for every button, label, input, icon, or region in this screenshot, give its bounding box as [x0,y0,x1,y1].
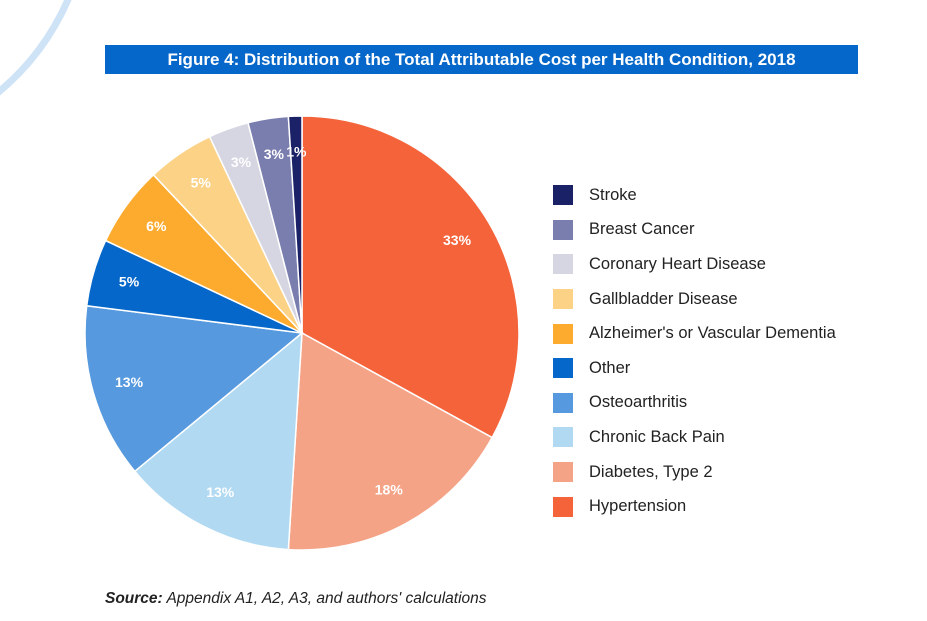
slice-label-7: 3% [231,154,252,170]
legend-item: Gallbladder Disease [553,282,836,317]
legend-swatch [553,323,573,344]
legend-label: Other [589,358,631,377]
source-prefix: Source: [105,590,163,607]
pie-slice-3 [84,304,304,473]
legend-swatch [553,462,573,483]
legend-label: Breast Cancer [589,220,695,239]
legend-swatch [553,219,573,240]
pie-slice-0 [301,115,520,439]
legend-item: Other [553,351,836,386]
pie-slice-2 [133,331,303,551]
legend-label: Hypertension [589,497,687,516]
legend-swatch [553,289,573,310]
legend-label: Gallbladder Disease [589,289,738,308]
source-text: Appendix A1, A2, A3, and authors' calcul… [166,590,487,607]
legend-swatch [553,254,573,275]
slice-label-6: 5% [191,175,212,191]
legend-label: Stroke [589,185,637,204]
pie-slice-1 [287,331,494,551]
legend-label: Diabetes, Type 2 [589,462,713,481]
legend-label: Osteoarthritis [589,393,688,412]
legend-label: Alzheimer's or Vascular Dementia [589,324,836,343]
source-note: Source: Appendix A1, A2, A3, and authors… [105,590,487,608]
legend-item: Diabetes, Type 2 [553,455,836,490]
chart-legend: Stroke Breast Cancer Coronary Heart Diseas… [553,178,836,524]
legend-item: Alzheimer's or Vascular Dementia [553,316,836,351]
legend-item: Breast Cancer [553,213,836,248]
legend-swatch [553,392,573,413]
legend-swatch [553,427,573,448]
slice-label-3: 13% [115,374,144,390]
legend-swatch [553,185,573,206]
legend-swatch [553,496,573,517]
slice-label-8: 3% [264,146,285,162]
slice-label-2: 13% [206,484,235,500]
slice-label-4: 5% [119,273,140,289]
legend-item: Chronic Back Pain [553,420,836,455]
legend-label: Chronic Back Pain [589,427,725,446]
legend-swatch [553,358,573,379]
slice-label-0: 33% [443,232,472,248]
decorative-arc [0,0,72,96]
pie-slice-9 [287,115,303,334]
legend-item: Osteoarthritis [553,386,836,421]
legend-item: Coronary Heart Disease [553,247,836,282]
slice-label-1: 18% [375,482,404,498]
figure-title: Figure 4: Distribution of the Total Attr… [105,45,858,74]
slice-label-5: 6% [146,218,167,234]
slice-label-9: 1% [286,144,307,160]
legend-item: Stroke [553,178,836,213]
legend-label: Coronary Heart Disease [589,254,766,273]
legend-item: Hypertension [553,489,836,524]
